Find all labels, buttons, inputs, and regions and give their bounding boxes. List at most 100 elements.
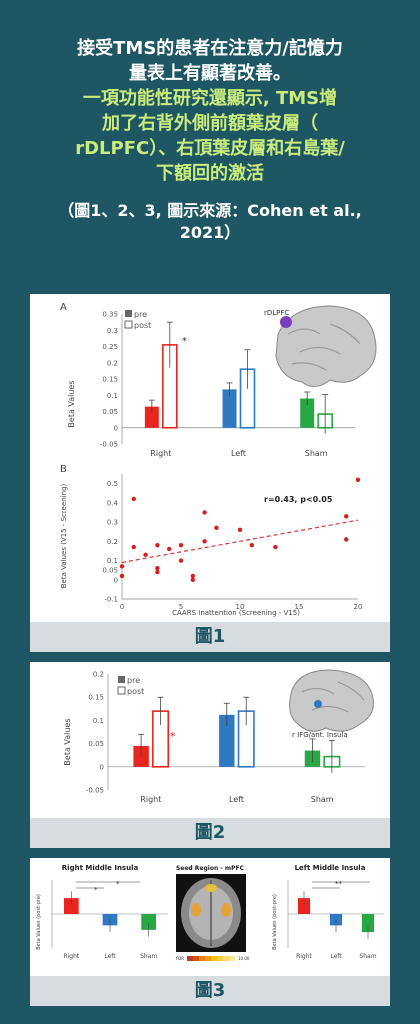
fig1a-ytick: 0.1 [107, 392, 118, 400]
chart-left-title: Right Middle Insula [62, 864, 139, 872]
legend-pre-label: pre [134, 310, 147, 319]
fig1b-point [143, 552, 148, 557]
fig1b-point [214, 525, 219, 531]
fig3-right-bar-sham [361, 914, 375, 933]
fig1b-xtick: 10 [236, 603, 245, 611]
fig3-right-category-sham: Sham [359, 953, 376, 960]
fig2-category-sham: Sham [311, 795, 334, 804]
colorbar-left-label: FDR [176, 956, 184, 961]
figure-3-svg: Right Middle Insula Seed Region - mPFC L… [36, 864, 384, 961]
fig1b-point [237, 527, 243, 532]
fig1b-point [344, 514, 349, 519]
brain-label-ifg: r IFG/ant. Insula [292, 731, 348, 739]
chart-right-title: Left Middle Insula [295, 864, 366, 872]
fig1a-category-sham: Sham [305, 449, 328, 458]
fig1a-bar-sham-pre [300, 398, 315, 428]
panel-a-label: A [60, 302, 67, 313]
citation: （圖1、2、3, 圖示來源：Cohen et al., 2021） [58, 201, 362, 242]
fig3-left-category-sham: Sham [140, 953, 157, 960]
fig2-ytick: 0 [100, 763, 104, 771]
figure-3-card: Right Middle Insula Seed Region - mPFC L… [30, 858, 390, 1006]
fig1a-bar-left-pre [222, 389, 237, 428]
fig3-left-bar-right [63, 898, 79, 914]
fig1b-ytick: 0.4 [107, 499, 119, 507]
fig1b-xtick: 0 [120, 603, 124, 611]
figure-2-card: pre post Beta Values 0.2 0.15 0.1 0.05 0 -0.0… [30, 662, 390, 848]
left-ylabel: Beta Values (post-pre) [36, 894, 42, 950]
figure-1-card: A pre post Beta Values 0.35 0.3 0.25 0.2 0.1… [30, 294, 390, 652]
fig1a-ytick: 0 [114, 424, 118, 432]
header-line-2: 量表上有顯著改善。 [129, 63, 291, 84]
fig1b-point [131, 496, 136, 502]
fig1a-ytick: 0.25 [102, 343, 118, 351]
fig1a-ytick: 0.15 [102, 376, 118, 384]
figure-1-svg: A pre post Beta Values 0.350.30.250.20.1… [60, 302, 377, 617]
fig1b-ytick: 0.5 [107, 480, 118, 488]
ifg-marker [314, 700, 322, 708]
fig2-ytick: 0.2 [93, 671, 104, 679]
header-line-5: rDLPFC）、右頂葉皮層和右島葉/ [75, 138, 345, 159]
fig1a-bar-right-pre [144, 406, 159, 428]
star-left-2: * [116, 880, 120, 888]
fig1b-point [273, 544, 278, 550]
fig3-right-bar-right [297, 898, 311, 914]
legend-post-swatch [124, 320, 133, 329]
correlation-annotation: r=0.43, p<0.05 [264, 495, 333, 504]
fig1b-point [202, 539, 207, 544]
fig3-left-category-left: Left [104, 953, 116, 960]
legend-post-label: post [134, 321, 151, 330]
panel-b-label: B [60, 464, 67, 475]
colorbar [187, 956, 235, 961]
header-line-3: 一項功能性研究還顯示, TMS增 [82, 88, 338, 109]
fig1b-point [202, 510, 207, 515]
fig1b-ytick: 0.3 [107, 519, 118, 527]
fig1b-xtick: 5 [179, 603, 183, 611]
fig1b-point [355, 477, 361, 482]
fig2-ytick: 0.15 [88, 694, 104, 702]
fig1b-xtick: 20 [354, 603, 363, 611]
fig1b-point [119, 573, 125, 579]
brain-image-rdlpfc [275, 305, 377, 387]
fig1b-point [178, 542, 184, 548]
fig1b-point [190, 577, 195, 582]
fig1b-point [249, 542, 254, 548]
legend-post-swatch [117, 686, 126, 695]
header-line-1: 接受TMS的患者在注意力/記憶力 [77, 38, 343, 59]
significance-star: * [170, 730, 176, 743]
fig3-right-category-right: Right [296, 953, 312, 960]
right-ylabel: Beta Values (post-pre) [272, 894, 278, 950]
fig1b-ytick: 0.05 [102, 567, 118, 575]
figure-3-caption: 圖3 [30, 976, 390, 1006]
legend-pre-swatch [125, 310, 132, 317]
legend-pre-swatch [118, 676, 125, 683]
fig1b-trend-line [121, 519, 359, 564]
brain-image-ifg [289, 669, 374, 732]
star-left-1: * [94, 886, 98, 894]
fig3-left-category-right: Right [63, 953, 79, 960]
fig2-ytick: -0.05 [86, 787, 104, 795]
panel-a-ylabel: Beta Values [67, 380, 76, 427]
fig3-right-category-left: Left [330, 953, 342, 960]
legend-post-label: post [127, 687, 144, 696]
figure-2-caption: 圖2 [30, 818, 390, 848]
significance-star: * [182, 336, 187, 347]
fig2-category-right: Right [140, 795, 161, 804]
fig1b-point [131, 544, 136, 550]
fig1b-point [119, 564, 125, 569]
fig2-ytick: 0.05 [88, 740, 104, 748]
fig1b-xtick: 15 [295, 603, 304, 611]
panel-b-xlabel: CAARS Inattention (Screening - V15) [172, 609, 300, 617]
figure-1-caption: 圖1 [30, 622, 390, 652]
fig1a-ytick: -0.05 [100, 441, 118, 449]
header: 接受TMS的患者在注意力/記憶力 量表上有顯著改善。 一項功能性研究還顯示, T… [0, 36, 420, 244]
fig1b-point [178, 558, 184, 563]
figure-2-ylabel: Beta Values [63, 718, 72, 765]
figure-2-svg: pre post Beta Values 0.2 0.15 0.1 0.05 0 -0.0… [63, 669, 374, 804]
fig3-left-bar-sham [141, 914, 157, 930]
chart-center-title: Seed Region - mPFC [176, 865, 245, 872]
fig1a-category-right: Right [150, 449, 171, 458]
legend-pre-label: pre [127, 676, 140, 685]
fig1a-ytick: 0.05 [102, 408, 118, 416]
fig2-ytick: 0.1 [93, 717, 104, 725]
fig1b-point [190, 573, 195, 579]
